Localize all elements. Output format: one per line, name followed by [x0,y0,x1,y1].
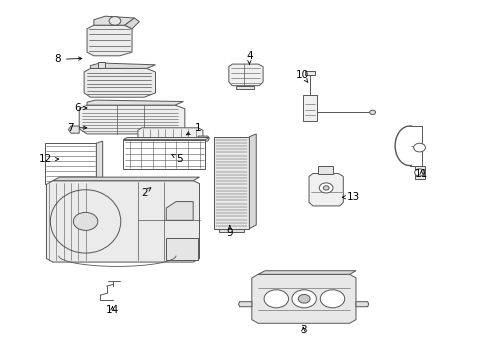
Polygon shape [166,238,198,260]
Polygon shape [87,25,132,56]
Polygon shape [46,181,199,262]
Circle shape [73,212,98,230]
Circle shape [323,186,328,190]
Polygon shape [96,141,102,184]
Polygon shape [53,177,199,181]
Text: 12: 12 [38,154,59,164]
Circle shape [369,110,375,114]
Circle shape [413,143,425,152]
Circle shape [291,290,316,308]
Circle shape [264,290,288,308]
Text: 6: 6 [74,103,86,113]
Polygon shape [308,174,343,206]
Text: 11: 11 [414,168,427,179]
Polygon shape [235,86,254,89]
Polygon shape [94,16,134,25]
Polygon shape [84,68,155,97]
Bar [303,95,316,121]
Bar [305,71,314,75]
Circle shape [319,183,332,193]
Text: 9: 9 [226,225,233,238]
Text: 4: 4 [245,51,252,64]
Polygon shape [251,274,355,323]
Polygon shape [219,229,244,232]
Polygon shape [79,105,184,134]
Text: 2: 2 [141,188,151,198]
Polygon shape [123,138,209,140]
Text: 3: 3 [299,325,306,336]
Text: 14: 14 [105,305,119,315]
Text: 10: 10 [295,70,308,83]
Polygon shape [138,128,203,144]
Text: 8: 8 [54,54,81,64]
Polygon shape [228,64,263,86]
Polygon shape [90,63,155,68]
Polygon shape [238,302,251,307]
Polygon shape [166,202,193,220]
Bar [45,143,96,184]
Text: 7: 7 [67,123,86,133]
Polygon shape [258,271,355,274]
Text: 13: 13 [342,192,359,202]
Circle shape [414,169,424,176]
Bar [317,166,333,174]
Polygon shape [249,134,256,229]
Polygon shape [124,18,139,29]
Bar [214,137,249,229]
Polygon shape [87,100,183,105]
Circle shape [320,290,344,308]
Polygon shape [68,126,79,133]
Polygon shape [98,62,105,68]
Bar [123,140,205,169]
Text: 1: 1 [186,123,201,135]
Text: 5: 5 [171,154,183,164]
Bar [414,166,425,179]
Polygon shape [198,136,209,141]
Circle shape [109,17,121,25]
Circle shape [298,294,309,303]
Polygon shape [355,302,368,307]
